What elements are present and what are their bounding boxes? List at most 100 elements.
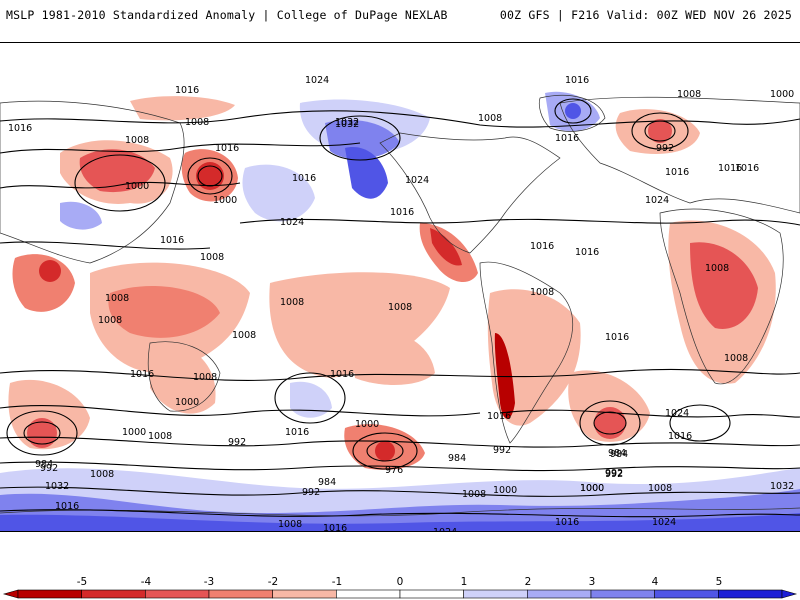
anomaly-north-atlantic-core xyxy=(648,119,672,143)
colorbar-tick-label: -5 xyxy=(77,576,87,588)
anomaly-central-pacific xyxy=(350,329,435,385)
isobar-label: 1024 xyxy=(665,408,689,419)
isobar-label: 984 xyxy=(35,459,53,470)
anomaly-india-core xyxy=(39,260,61,282)
isobar-label: 1032 xyxy=(335,119,359,130)
isobar-low-siberia xyxy=(74,154,166,212)
isobar-label: 976 xyxy=(385,465,403,476)
isobar-label: 1016 xyxy=(292,173,316,184)
isobar-label: 1008 xyxy=(648,483,672,494)
isobar-label: 992 xyxy=(228,437,246,448)
colorbar-tick-label: -2 xyxy=(268,576,278,588)
isobar-low-southeast-pacific xyxy=(352,432,418,470)
isobar-label: 1016 xyxy=(285,427,309,438)
isobar-label: 1008 xyxy=(185,117,209,128)
isobar-label: 1000 xyxy=(175,397,199,408)
isobar-label: 992 xyxy=(656,143,674,154)
isobar-label: 1016 xyxy=(555,517,579,528)
isobar-label: 1000 xyxy=(355,419,379,430)
isobar-label: 1024 xyxy=(645,195,669,206)
negative-anomaly-shading xyxy=(8,96,776,470)
colorbar-swatch xyxy=(81,589,146,599)
colorbar-swatch xyxy=(527,589,592,599)
anomaly-south-atlantic-low xyxy=(568,370,650,442)
isobar-line xyxy=(0,241,211,250)
map-title: MSLP 1981-2010 Standardized Anomaly | Co… xyxy=(6,8,448,22)
colorbar-tick-label: -1 xyxy=(332,576,342,588)
isobar-label: 1016 xyxy=(487,411,511,422)
isobar-label: 1016 xyxy=(55,501,79,512)
isobar-low-north-atlantic xyxy=(631,112,689,150)
coast-south-america xyxy=(479,261,573,444)
isobar-line xyxy=(0,461,800,472)
isobar-high-greenland xyxy=(554,98,592,124)
isobar-label: 1008 xyxy=(388,302,412,313)
isobar-label: 1008 xyxy=(105,293,129,304)
isobar-label: 1032 xyxy=(770,481,794,492)
isobar-line xyxy=(0,486,800,497)
isobar-label: 1008 xyxy=(193,372,217,383)
isobars xyxy=(0,98,800,518)
anomaly-andes xyxy=(494,333,515,419)
isobar-label: 1016 xyxy=(565,75,589,86)
isobar-high-south-pacific xyxy=(274,372,346,424)
isobar-label: 1000 xyxy=(213,195,237,206)
isobar-label: 984 xyxy=(448,453,466,464)
isobar-label: 1016 xyxy=(175,85,199,96)
colorbar-swatch xyxy=(590,589,655,599)
colorbar-swatch xyxy=(336,589,401,599)
isobar-label: 1008 xyxy=(98,315,122,326)
isobar-line xyxy=(0,405,481,417)
isobar-label: 1008 xyxy=(148,431,172,442)
header: MSLP 1981-2010 Standardized Anomaly | Co… xyxy=(0,0,800,36)
isobar-low-south-atlantic xyxy=(579,400,641,446)
isobar-label: 1000 xyxy=(580,483,604,494)
anomaly-antarctic-band-max xyxy=(0,513,800,531)
colorbar-swatch xyxy=(17,589,82,599)
isobar-line xyxy=(239,218,800,226)
isobar-label: 992 xyxy=(40,463,58,474)
colorbar-swatch xyxy=(272,589,337,599)
isobar-label: 992 xyxy=(493,445,511,456)
isobar-label: 1016 xyxy=(575,247,599,258)
isobar-label: 1016 xyxy=(735,163,759,174)
colorbar-swatches xyxy=(2,589,798,599)
isobar-label: 1016 xyxy=(390,207,414,218)
isobar-label: 1000 xyxy=(493,485,517,496)
isobar-label: 984 xyxy=(608,448,626,459)
positive-anomaly-shading xyxy=(0,91,800,531)
coast-asia xyxy=(0,100,185,264)
isobar-label: 1008 xyxy=(90,469,114,480)
anomaly-greenland-core xyxy=(565,103,581,119)
anomaly-east-asia-core xyxy=(79,149,155,193)
coast-greenland xyxy=(538,95,606,132)
isobar-label: 1016 xyxy=(215,143,239,154)
isobar-low-north-pacific xyxy=(197,165,223,187)
anomaly-southern-indian-core xyxy=(27,418,57,448)
isobar-label: 984 xyxy=(318,477,336,488)
colorbar-swatch xyxy=(208,589,273,599)
anomaly-south-pacific xyxy=(290,381,332,418)
isobar-line xyxy=(0,509,800,518)
isobar-label: 1008 xyxy=(125,135,149,146)
colorbar-tick-label: 5 xyxy=(716,576,723,588)
anomaly-north-pacific-core xyxy=(196,162,224,190)
isobar-high-indian-ocean xyxy=(669,404,731,442)
coast-eurasia xyxy=(559,96,800,214)
isobar-label: 1016 xyxy=(160,235,184,246)
isobar-label: 1016 xyxy=(665,167,689,178)
isobar-label: 1008 xyxy=(724,353,748,364)
colorbar-swatch xyxy=(399,589,464,599)
isobar-label: 1000 xyxy=(125,181,149,192)
isobar-line xyxy=(0,142,361,154)
isobar-label: 1000 xyxy=(122,427,146,438)
isobar-label: 992 xyxy=(605,469,623,480)
isobar-line xyxy=(0,181,241,189)
isobar-labels: 1016 1024 1016 1008 1032 1016 1000 1008 … xyxy=(8,75,794,531)
anomaly-tropical-pacific xyxy=(269,272,450,378)
colorbar-tick-label: 3 xyxy=(589,576,596,588)
colorbar-tick-label: -4 xyxy=(141,576,152,588)
isobar-label: 1008 xyxy=(462,489,486,500)
isobar-line xyxy=(0,110,800,128)
isobar-label: 1032 xyxy=(335,117,359,128)
